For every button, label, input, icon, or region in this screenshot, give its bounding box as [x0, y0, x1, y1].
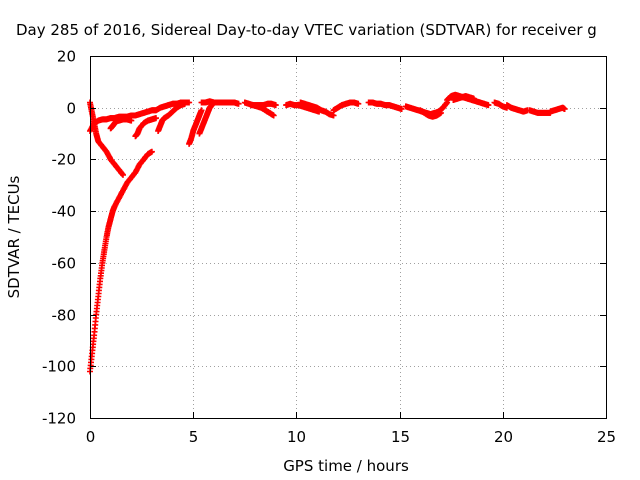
data-point [186, 99, 193, 106]
x-axis-label: GPS time / hours [283, 457, 409, 475]
y-axis-label: SDTVAR / TECUs [5, 175, 23, 298]
data-points [87, 91, 568, 375]
data-point [120, 171, 126, 178]
x-tick-label: 20 [494, 428, 513, 446]
x-tick-label: 10 [287, 428, 306, 446]
x-tick-label: 15 [391, 428, 410, 446]
data-point [355, 100, 362, 107]
y-tick-label: -100 [42, 358, 76, 376]
data-point [181, 100, 188, 107]
data-point [272, 102, 279, 109]
data-point [198, 107, 205, 114]
data-point [270, 112, 277, 119]
y-tick-label: -80 [52, 307, 77, 325]
data-point [148, 148, 155, 155]
data-point [470, 95, 477, 102]
data-point [235, 100, 242, 107]
data-point [561, 106, 568, 112]
y-tick-label: -60 [52, 255, 77, 273]
grid [90, 56, 606, 418]
chart-title: Day 285 of 2016, Sidereal Day-to-day VTE… [16, 21, 597, 39]
y-tick-label: 20 [57, 48, 76, 66]
x-tick-label: 5 [189, 428, 199, 446]
data-point [485, 102, 492, 109]
data-point [153, 115, 159, 122]
data-point [398, 106, 405, 112]
y-axis-ticks: -120 -100 -80 -60 -40 -20 0 20 [42, 48, 606, 428]
data-point [330, 112, 337, 119]
y-tick-label: -120 [42, 410, 76, 428]
y-tick-label: -20 [52, 151, 77, 169]
x-axis-ticks: 0 5 10 15 20 25 [86, 56, 616, 446]
plot-frame [90, 56, 607, 419]
y-tick-label: 0 [66, 100, 76, 118]
x-tick-label: 25 [597, 428, 616, 446]
y-tick-label: -40 [52, 203, 77, 221]
x-tick-label: 0 [86, 428, 96, 446]
data-point [128, 117, 135, 124]
data-point [437, 109, 444, 116]
